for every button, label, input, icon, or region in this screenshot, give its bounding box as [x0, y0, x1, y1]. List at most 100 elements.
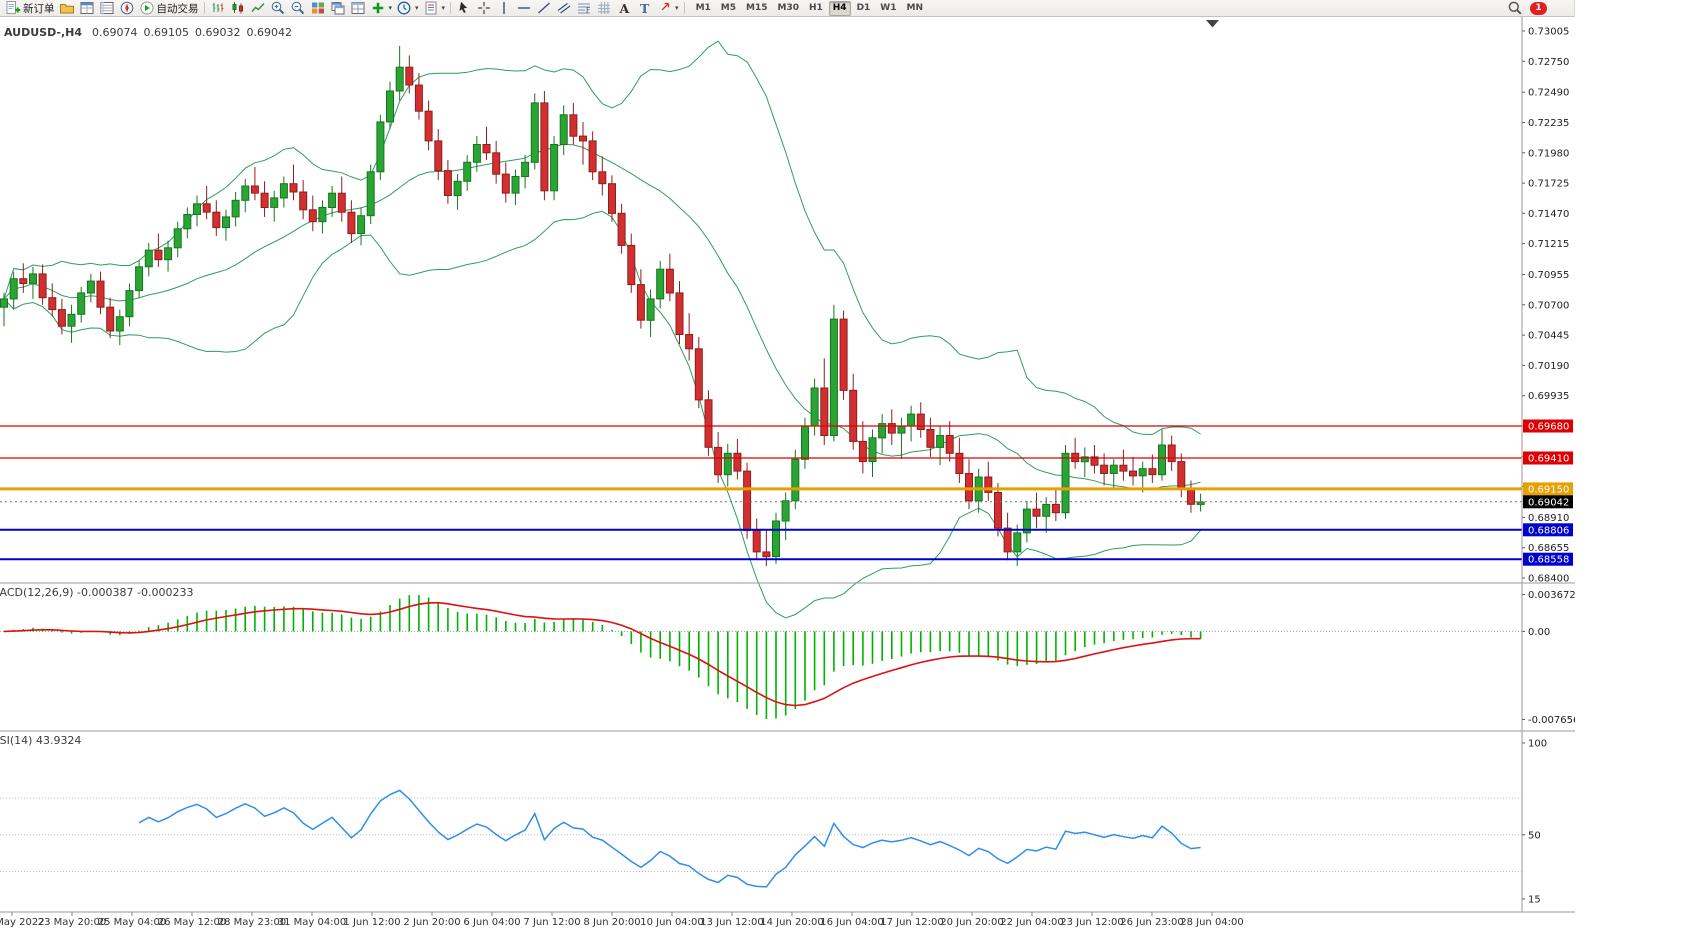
macd-histogram-bar [495, 617, 497, 632]
arrows-button[interactable]: ▾ [654, 0, 681, 16]
macd-histogram-bar [61, 631, 63, 633]
vertical-line-button[interactable] [494, 0, 514, 16]
macd-panel[interactable] [0, 583, 1522, 731]
time-axis[interactable] [0, 912, 1575, 935]
candle [270, 190, 279, 222]
cascade-windows-button[interactable] [328, 0, 348, 16]
svg-text:A: A [619, 1, 630, 16]
price-tick-label: 0.71470 [1528, 209, 1569, 220]
candle [994, 483, 1002, 537]
chart-canvas[interactable]: 0.73005 0.72750 0.72490 0.72235 0.71980 0.717… [0, 17, 1575, 935]
candle [1032, 492, 1041, 529]
macd-histogram-bar [1006, 631, 1009, 665]
cursor-button[interactable] [454, 0, 474, 16]
time-label: 26 Jun 23:00 [1120, 917, 1184, 928]
timeframe-m1-button[interactable]: M1 [695, 2, 711, 13]
period-clock-button[interactable]: ▾ [394, 0, 421, 16]
macd-histogram-bar [920, 631, 922, 653]
channel-icon [557, 3, 571, 14]
arrange-windows-icon [351, 2, 364, 14]
profiles-button[interactable] [57, 0, 77, 16]
macd-histogram-bar [852, 631, 854, 666]
bar-chart-button[interactable] [208, 0, 228, 16]
crosshair-button[interactable] [474, 0, 494, 16]
svg-text:F: F [586, 6, 590, 15]
candle [916, 402, 925, 438]
macd-scale-label: 0.00 [1528, 627, 1550, 638]
price-tick-label: 0.70700 [1528, 300, 1569, 311]
macd-histogram-bar [1190, 631, 1192, 638]
candle [665, 253, 674, 302]
template-button[interactable]: ▾ [421, 0, 448, 16]
market-watch-icon [80, 2, 93, 14]
macd-histogram-bar [514, 622, 517, 632]
main-chart-panel[interactable] [0, 17, 1522, 583]
dropdown-caret-icon: ▾ [675, 4, 679, 12]
zoom-out-button[interactable] [288, 0, 308, 16]
time-label: 13 Jun 12:00 [700, 917, 764, 928]
notification-badge[interactable]: 1 [1530, 1, 1547, 15]
candle [125, 283, 134, 327]
chart-shift-marker[interactable] [1206, 20, 1219, 28]
candle [19, 263, 28, 293]
chart-region: 0.73005 0.72750 0.72490 0.72235 0.71980 0.717… [0, 17, 1575, 935]
text-label-button[interactable]: T [634, 0, 654, 16]
candle [675, 281, 684, 344]
fibonacci-button[interactable]: F [574, 0, 594, 16]
tile-windows-button[interactable] [308, 0, 328, 16]
timeframe-m30-button[interactable]: M30 [777, 2, 799, 13]
line-chart-button[interactable] [248, 0, 268, 16]
candle [945, 421, 954, 462]
horizontal-line-button[interactable] [514, 0, 534, 16]
time-label: 28 May 23:00 [218, 917, 287, 928]
new-order-button[interactable]: 新订单 [3, 0, 57, 16]
macd-histogram-bar [1161, 631, 1163, 635]
current-price-badge [1523, 495, 1573, 509]
macd-histogram-bar [485, 614, 488, 632]
candle [608, 175, 616, 222]
candle [743, 462, 752, 539]
text-button[interactable]: A [614, 0, 634, 16]
market-watch-button[interactable] [77, 0, 97, 16]
arrange-windows-button[interactable] [348, 0, 368, 16]
timeframe-m15-button[interactable]: M15 [746, 2, 768, 13]
time-label: 14 Jun 20:00 [760, 917, 824, 928]
candle [279, 176, 288, 208]
toolbar: 新订单 自动交易 ▾ ▾ ▾ F A T ▾ M1 M5 M15 M30 H1 H4 D1 W1 MN 1 [0, 0, 1574, 17]
timeframe-h1-button[interactable]: H1 [808, 2, 823, 13]
auto-trading-button[interactable]: 自动交易 [137, 0, 201, 16]
candle [521, 155, 530, 189]
macd-histogram-bar [755, 631, 758, 715]
candle [723, 443, 732, 487]
candle [887, 409, 896, 445]
rsi-panel[interactable] [0, 731, 1522, 912]
candle [530, 93, 539, 170]
data-window-button[interactable] [97, 0, 117, 16]
ohlc-open: 0.69074 [92, 26, 138, 39]
navigator-button[interactable] [117, 0, 137, 16]
search-icon-button[interactable] [1507, 0, 1523, 16]
text-label-icon: T [640, 1, 650, 16]
timeframe-w1-button[interactable]: W1 [880, 2, 897, 13]
candle [617, 203, 626, 254]
macd-histogram-bar [1055, 631, 1057, 661]
line-chart-icon [250, 3, 265, 12]
candlestick-chart-button[interactable] [228, 0, 248, 16]
price-tick-label: 0.72490 [1528, 88, 1569, 99]
timeframe-d1-button[interactable]: D1 [856, 2, 871, 13]
candle [569, 102, 578, 145]
macd-histogram-bar [842, 631, 845, 666]
price-badge [1523, 451, 1573, 465]
macd-histogram-bar [292, 606, 295, 632]
candle [656, 260, 665, 309]
price-badge-label: 0.69410 [1528, 454, 1569, 465]
channel-button[interactable] [554, 0, 574, 16]
timeframe-m5-button[interactable]: M5 [720, 2, 736, 13]
timeframe-mn-button[interactable]: MN [906, 2, 924, 13]
timeframe-h4-button[interactable]: H4 [828, 0, 851, 16]
trendline-button[interactable] [534, 0, 554, 16]
candle [627, 233, 636, 293]
add-indicator-button[interactable]: ▾ [368, 0, 395, 16]
zoom-in-button[interactable] [268, 0, 288, 16]
grid-button[interactable] [594, 0, 614, 16]
